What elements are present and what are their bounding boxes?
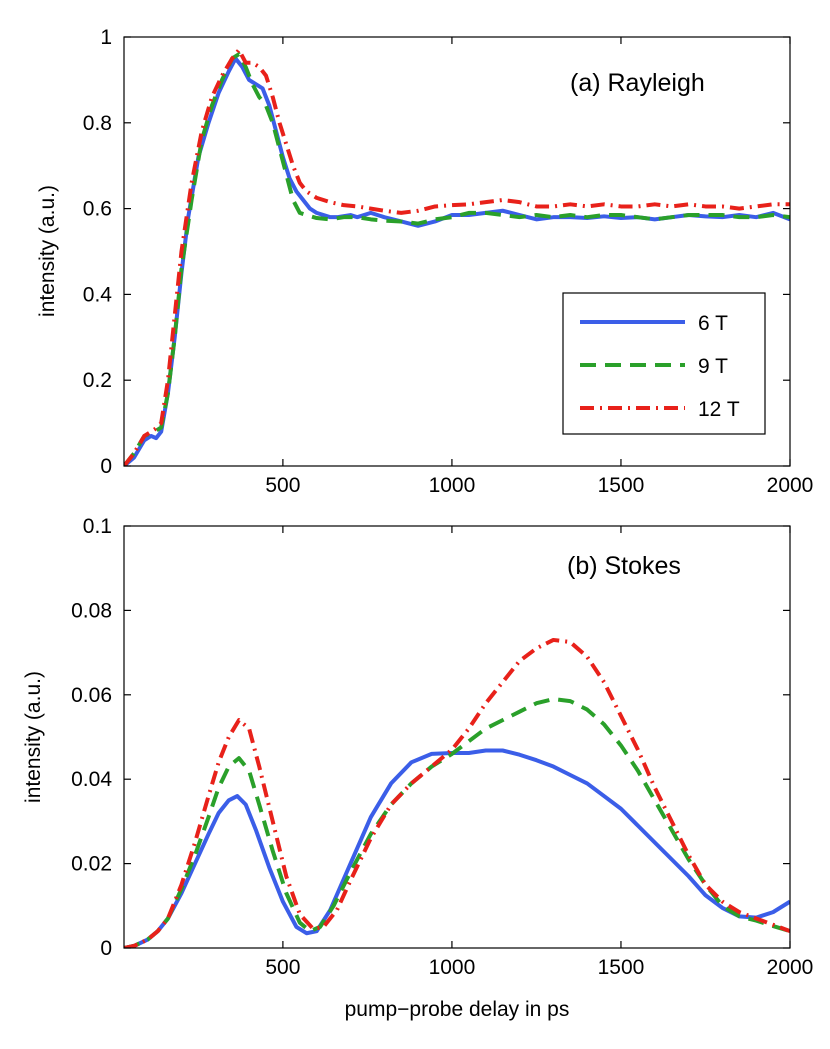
legend-label-9t: 9 T: [698, 355, 728, 378]
legend-label-12t: 12 T: [698, 398, 740, 421]
stokes-ytick-label: 0.06: [71, 684, 112, 707]
rayleigh-panel: 500 1000 1500 2000 0 0.2 0.4 0.6 0.8 1 (a) Raylei…: [36, 26, 813, 497]
rayleigh-xtick-label: 2000: [767, 474, 814, 497]
rayleigh-xtick-label: 1500: [598, 474, 645, 497]
stokes-panel: 500 1000 1500 2000 0 0.02 0.04 0.06 0.08 0.1 (b) …: [22, 515, 813, 1021]
stokes-ytick-label: 0: [100, 937, 112, 960]
stokes-xlabel: pump−probe delay in ps: [345, 998, 570, 1021]
stokes-axes-frame: [123, 525, 791, 949]
rayleigh-ytick-label: 0.8: [83, 112, 112, 135]
rayleigh-ytick-label: 0: [100, 455, 112, 478]
stokes-ylabel: intensity (a.u.): [22, 671, 45, 803]
rayleigh-ylabel: intensity (a.u.): [36, 185, 59, 317]
stokes-xtick-label: 1000: [429, 956, 476, 979]
rayleigh-ytick-label: 0.6: [83, 198, 112, 221]
rayleigh-xtick-label: 1000: [429, 474, 476, 497]
legend-label-6t: 6 T: [698, 312, 728, 335]
stokes-ytick-label: 0.02: [71, 853, 112, 876]
stokes-series-6t: [124, 748, 790, 948]
stokes-ytick-label: 0.08: [71, 599, 112, 622]
stokes-xtick-label: 2000: [767, 956, 814, 979]
stokes-series-12t: [124, 637, 790, 948]
rayleigh-xtick-label: 500: [265, 474, 300, 497]
stokes-series-9t: [124, 697, 790, 948]
stokes-xtick-label: 1500: [598, 956, 645, 979]
rayleigh-ytick-label: 0.4: [83, 283, 113, 306]
legend: 6 T 9 T 12 T: [562, 292, 766, 435]
stokes-ytick-label: 0.04: [71, 768, 112, 791]
stokes-ytick-label: 0.1: [83, 515, 112, 538]
rayleigh-series-9t: [124, 52, 790, 466]
rayleigh-ytick-label: 1: [100, 26, 112, 49]
rayleigh-series-12t: [124, 47, 790, 466]
rayleigh-title: (a) Rayleigh: [570, 69, 705, 97]
stokes-title: (b) Stokes: [567, 552, 681, 580]
rayleigh-axes-frame: [123, 36, 791, 467]
stokes-xtick-label: 500: [265, 956, 300, 979]
rayleigh-ytick-label: 0.2: [83, 369, 112, 392]
rayleigh-series-6t: [124, 56, 790, 466]
